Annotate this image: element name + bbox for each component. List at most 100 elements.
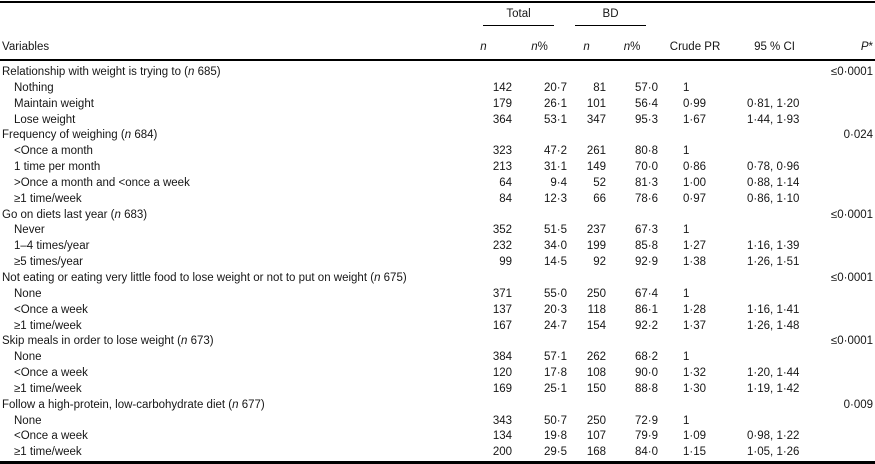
bd-n-value: 108 — [586, 367, 607, 380]
header-subcolumn-row: n n% n n% — [0, 28, 875, 61]
section-p-value: ≤0·0001 — [830, 335, 874, 348]
p-asterisk: * — [868, 41, 874, 53]
column-header-ci: 95 % CI — [732, 2, 818, 61]
bd-n-value: 92 — [593, 256, 607, 269]
bd-n-value: 150 — [586, 382, 607, 395]
table-row: ≥1 time/week 167 24·7 154 92·2 1·37 1·26, 1·48 — [0, 319, 875, 335]
total-npct-value: 47·2 — [543, 145, 568, 158]
ci-95-value — [732, 414, 817, 430]
total-npct-value: 25·1 — [543, 382, 568, 395]
crude-pr-value: 1·15 — [683, 446, 707, 459]
ci-95-value — [732, 287, 817, 303]
bd-npct-pct: % — [630, 41, 641, 53]
category-label: Maintain weight — [14, 97, 94, 110]
bd-n-label: n — [583, 41, 590, 53]
total-n-value: 200 — [492, 446, 512, 459]
section-row: Frequency of weighing (n 684) 0·024 — [0, 128, 875, 144]
bd-n-value: 168 — [586, 446, 607, 459]
total-n-value: 179 — [492, 97, 512, 110]
section-p-value: ≤0·0001 — [830, 66, 874, 78]
total-n-value: 169 — [492, 382, 512, 395]
column-group-bd: BD — [567, 2, 658, 28]
total-n-value: 134 — [492, 430, 512, 443]
category-label: None — [14, 287, 42, 300]
table-row: Maintain weight 179 26·1 101 56·4 0·99 0·81, 1… — [0, 97, 875, 113]
total-n-label: n — [480, 41, 487, 53]
bd-n-value: 149 — [586, 161, 607, 174]
total-npct-value: 19·8 — [543, 430, 568, 443]
category-label: ≥1 time/week — [14, 192, 82, 205]
ci-95-value: 1·05, 1·26 — [747, 446, 800, 459]
p-value — [817, 255, 875, 271]
p-value — [817, 192, 875, 208]
category-label: <Once a month — [14, 145, 93, 158]
table-row: >Once a month and <once a week 64 9·4 52 81·… — [0, 176, 875, 192]
bd-npct-value: 88·8 — [635, 382, 659, 395]
total-npct-value: 29·5 — [543, 446, 568, 459]
crude-pr-value: 1·30 — [683, 382, 707, 395]
bd-n-value: 261 — [586, 145, 607, 158]
p-value — [817, 350, 875, 366]
table-row: ≥1 time/week 200 29·5 168 84·0 1·15 1·05, 1·26 — [0, 445, 875, 462]
bd-n-value: 101 — [586, 97, 607, 110]
category-label: Lose weight — [14, 113, 76, 126]
section-label: Relationship with weight is trying to (n… — [0, 60, 817, 81]
p-value — [817, 319, 875, 335]
p-value — [817, 414, 875, 430]
total-npct-value: 55·0 — [543, 287, 568, 300]
section-n-italic: n — [124, 129, 132, 142]
p-value — [817, 223, 875, 239]
total-npct-n: n — [531, 41, 538, 53]
category-label: ≥1 time/week — [14, 319, 82, 332]
p-value — [817, 113, 875, 129]
ci-95-value: 1·16, 1·41 — [747, 303, 800, 316]
section-label: Frequency of weighing (n 684) — [0, 128, 817, 144]
p-label: P — [860, 41, 869, 53]
crude-pr-value: 1·00 — [683, 176, 707, 189]
table-row: 1–4 times/year 232 34·0 199 85·8 1·27 1·16, 1·… — [0, 239, 875, 255]
section-label: Follow a high-protein, low-carbohydrate … — [0, 398, 817, 414]
section-label-text: 677) — [238, 398, 265, 411]
bd-npct-value: 72·9 — [635, 414, 659, 427]
table-row: <Once a month 323 47·2 261 80·8 1 — [0, 144, 875, 160]
p-value — [817, 382, 875, 398]
category-label: 1–4 times/year — [14, 240, 90, 253]
category-label: <Once a week — [14, 430, 88, 443]
bd-npct-value: 67·3 — [635, 224, 659, 237]
p-value — [817, 97, 875, 113]
section-label-text: Skip meals in order to lose weight ( — [2, 335, 181, 348]
bd-n-value: 237 — [586, 224, 607, 237]
table-body: Relationship with weight is trying to (n… — [0, 60, 875, 463]
category-label: <Once a week — [14, 367, 88, 380]
bd-npct-value: 80·8 — [635, 145, 659, 158]
bd-npct-value: 95·3 — [635, 113, 659, 126]
total-group-label: Total — [483, 3, 555, 26]
table-row: Nothing 142 20·7 81 57·0 1 — [0, 81, 875, 97]
ci-95-value: 1·20, 1·44 — [747, 367, 800, 380]
table-row: Never 352 51·5 237 67·3 1 — [0, 223, 875, 239]
bd-n-value: 81 — [593, 81, 607, 94]
total-npct-value: 26·1 — [543, 97, 568, 110]
section-label-text: 684) — [131, 129, 158, 142]
section-label: Go on diets last year (n 683) — [0, 208, 817, 224]
bd-npct-value: 70·0 — [635, 161, 659, 174]
column-header-crude-pr: Crude PR — [658, 2, 733, 61]
section-n-italic: n — [374, 271, 381, 284]
table-row: <Once a week 137 20·3 118 86·1 1·28 1·16, 1·41 — [0, 303, 875, 319]
ci-95-value: 0·81, 1·20 — [747, 97, 800, 110]
total-n-value: 213 — [492, 161, 512, 174]
column-header-total-n: n — [455, 28, 512, 61]
category-label: Never — [14, 224, 45, 237]
column-header-bd-npct: n% — [606, 28, 659, 61]
category-label: >Once a month and <once a week — [14, 176, 190, 189]
ci-95-value — [732, 144, 817, 160]
bd-npct-value: 85·8 — [635, 240, 659, 253]
table-row: 1 time per month 213 31·1 149 70·0 0·86 0·78, … — [0, 160, 875, 176]
column-header-p: P* — [817, 2, 875, 61]
crude-pr-value: 1 — [683, 224, 690, 237]
p-value — [817, 144, 875, 160]
crude-pr-value: 0·99 — [683, 97, 707, 110]
section-n-italic: n — [188, 66, 195, 78]
category-label: ≥1 time/week — [14, 382, 82, 395]
